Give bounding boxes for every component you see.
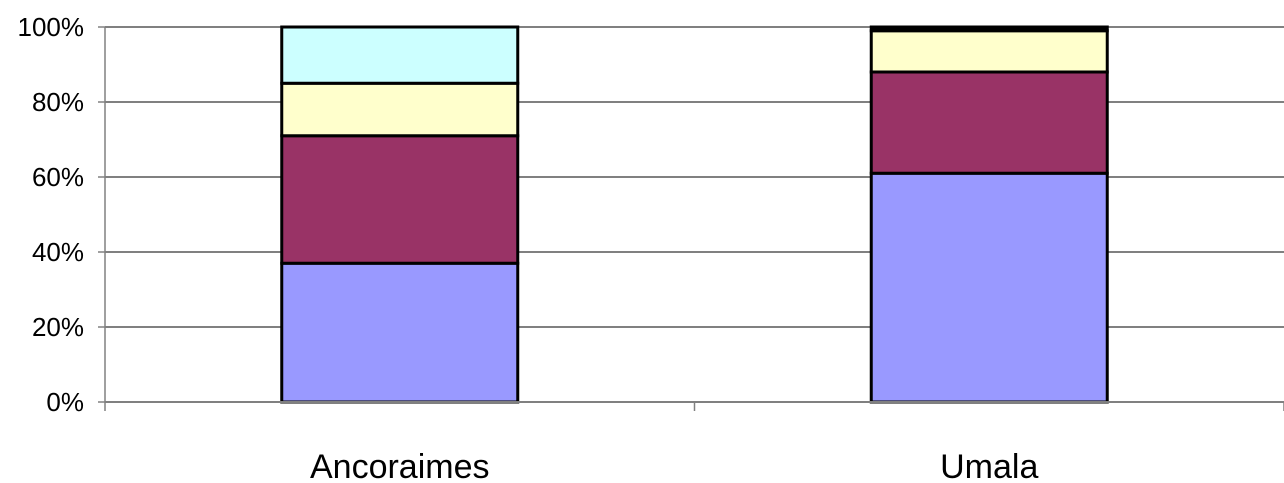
x-category-label: Umala [940,448,1038,483]
y-tick-label: 80% [32,87,84,117]
axes [104,27,1284,411]
bar-segment [280,25,520,85]
bar-segment [869,70,1109,175]
y-tick-label: 100% [18,12,85,42]
y-tick-label: 0% [46,387,84,417]
bar-segment [280,134,520,265]
y-tick-label: 60% [32,162,84,192]
bar-segment [869,25,1109,33]
bar-stacks [280,25,1109,404]
bar-segment [280,81,520,138]
x-category-label: Ancoraimes [310,448,490,483]
y-axis-ticks: 0% 20% 40% 60% 80% 100% [18,12,105,417]
x-axis-labels: Ancoraimes Umala [310,448,1038,483]
y-tick-label: 40% [32,237,84,267]
y-tick-label: 20% [32,312,84,342]
bar-segment [869,171,1109,404]
bar-segment [280,261,520,404]
bar-segment [869,29,1109,74]
